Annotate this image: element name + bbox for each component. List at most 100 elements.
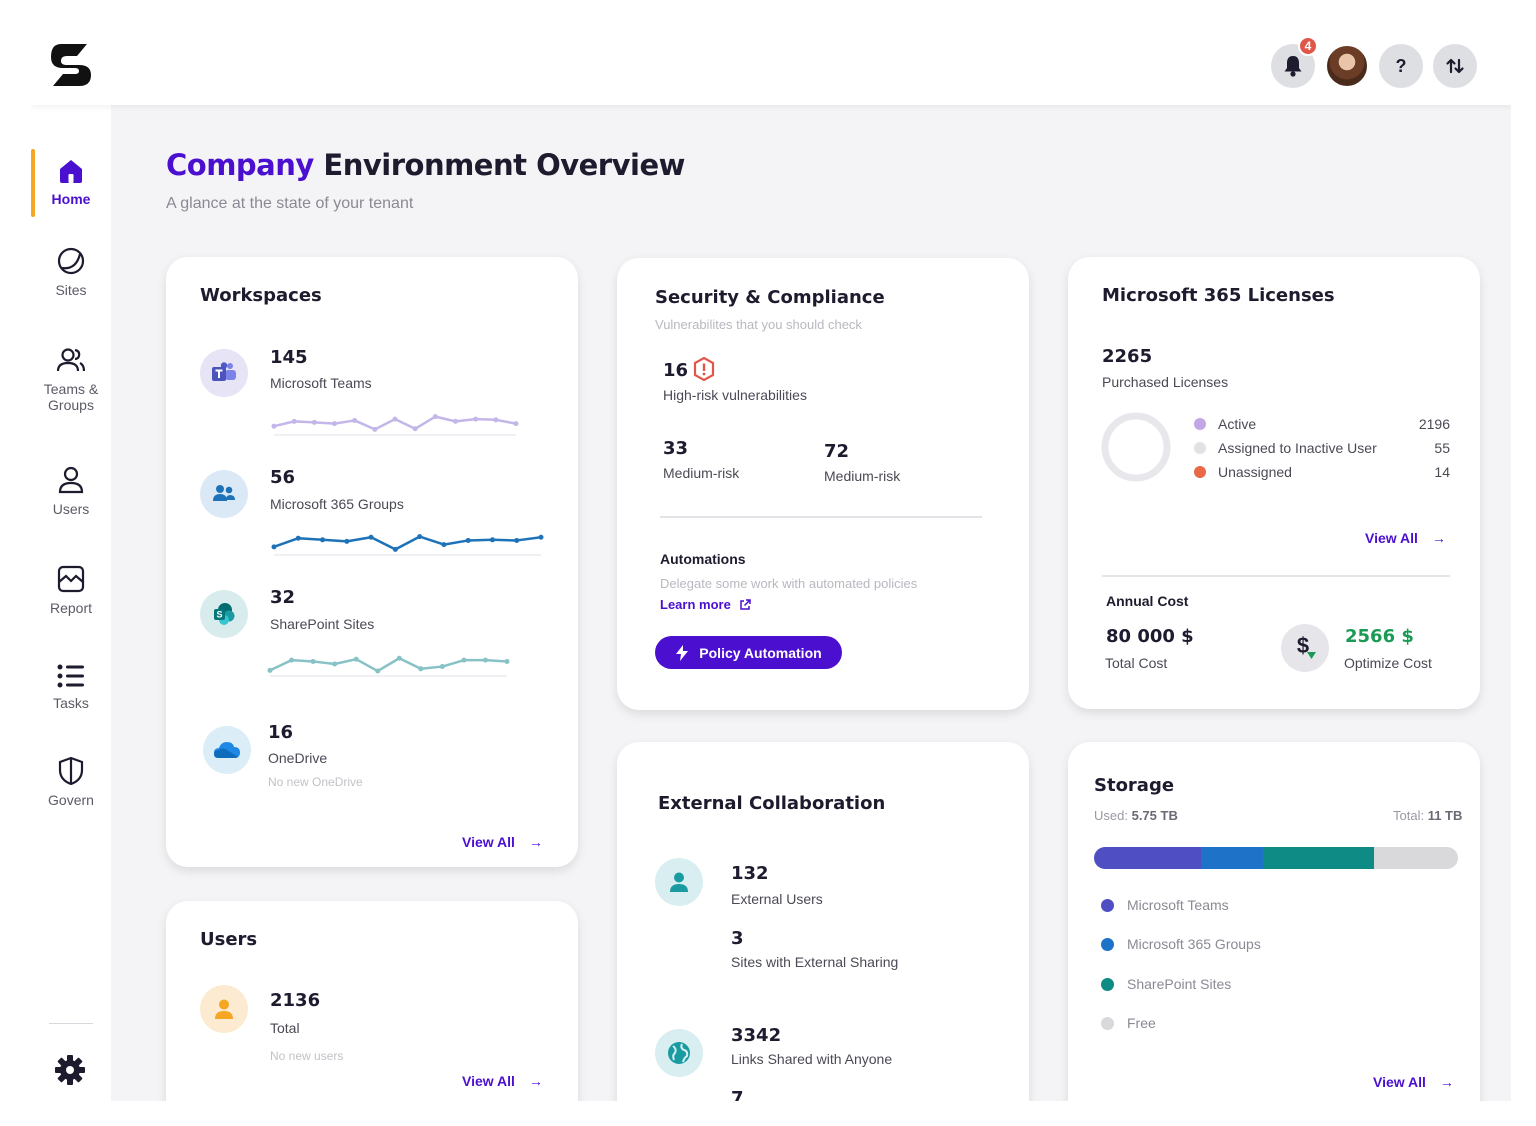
app-logo[interactable] bbox=[47, 42, 95, 90]
policy-automation-label: Policy Automation bbox=[699, 644, 822, 661]
storage-legend-free: Free bbox=[1101, 1015, 1156, 1031]
legend-label: Assigned to Inactive User bbox=[1218, 440, 1377, 456]
settings-gear-icon[interactable] bbox=[54, 1054, 86, 1086]
total-value: 11 TB bbox=[1427, 808, 1463, 823]
list-icon bbox=[57, 664, 84, 688]
globe-icon bbox=[57, 247, 85, 275]
top-actions: 4 ? bbox=[1271, 36, 1477, 88]
sparkline-point bbox=[513, 421, 519, 427]
links-icon-circle bbox=[655, 1029, 703, 1077]
legend-label: SharePoint Sites bbox=[1127, 976, 1232, 992]
users-view-all-link[interactable]: View All → bbox=[462, 1073, 543, 1089]
users-card: Users 2136 Total No new users View All → bbox=[166, 901, 578, 1101]
legend-inactive: Assigned to Inactive User 55 bbox=[1194, 440, 1450, 456]
legend-dot bbox=[1194, 466, 1206, 478]
page-title-accent: Company bbox=[166, 148, 314, 182]
sidebar-item-report[interactable]: Report bbox=[31, 564, 111, 616]
people-icon bbox=[56, 348, 86, 372]
help-button[interactable]: ? bbox=[1379, 44, 1423, 88]
learn-more-label: Learn more bbox=[660, 597, 731, 612]
sidebar-item-users[interactable]: Users bbox=[31, 465, 111, 517]
sparkline-point bbox=[504, 658, 510, 664]
view-all-label: View All bbox=[462, 1073, 515, 1089]
high-risk-count: 16 bbox=[663, 360, 689, 381]
svg-text:$: $ bbox=[1297, 634, 1309, 658]
app-window: 4 ? Home Sites Teams & Groups Users bbox=[31, 26, 1511, 1101]
user-avatar[interactable] bbox=[1325, 44, 1369, 88]
legend-label: Unassigned bbox=[1218, 464, 1292, 480]
partial-count: 7 bbox=[731, 1088, 744, 1101]
sparkline-point bbox=[320, 537, 326, 543]
arrow-right-icon: → bbox=[528, 834, 543, 850]
sidebar-item-teams-groups[interactable]: Teams & Groups bbox=[31, 345, 111, 413]
workspaces-view-all-link[interactable]: View All → bbox=[462, 834, 543, 850]
legend-unassigned: Unassigned 14 bbox=[1194, 464, 1450, 480]
switch-button[interactable] bbox=[1433, 44, 1477, 88]
total-cost-label: Total Cost bbox=[1105, 655, 1168, 671]
sparkline-point bbox=[473, 416, 479, 422]
arrow-right-icon: → bbox=[528, 1073, 543, 1089]
used-value: 5.75 TB bbox=[1131, 808, 1178, 823]
sparkline-point bbox=[332, 421, 337, 427]
arrow-right-icon: → bbox=[1439, 1074, 1454, 1090]
security-divider bbox=[660, 516, 982, 518]
sidebar-item-sites[interactable]: Sites bbox=[31, 246, 111, 298]
sidebar-item-govern[interactable]: Govern bbox=[31, 756, 111, 808]
legend-dot bbox=[1101, 898, 1114, 912]
teams-sparkline bbox=[271, 414, 519, 436]
sidebar: Home Sites Teams & Groups Users Report T… bbox=[31, 105, 111, 1101]
sparkline-point bbox=[375, 668, 381, 674]
licenses-view-all-link[interactable]: View All → bbox=[1365, 530, 1446, 546]
page-title: Company Environment Overview bbox=[166, 148, 685, 182]
sidebar-item-label: Tasks bbox=[53, 695, 89, 711]
licenses-card: Microsoft 365 Licenses 2265 Purchased Li… bbox=[1068, 257, 1480, 709]
sparkline-point bbox=[353, 656, 359, 662]
storage-view-all-link[interactable]: View All → bbox=[1373, 1074, 1454, 1090]
sparkline-point bbox=[392, 546, 398, 552]
sparkline-point bbox=[289, 657, 295, 663]
sparkline-point bbox=[310, 658, 316, 664]
storage-legend-sharepoint: SharePoint Sites bbox=[1101, 976, 1231, 992]
storage-bar-segment bbox=[1263, 847, 1375, 869]
sidebar-item-label: Report bbox=[49, 600, 93, 616]
sidebar-item-home[interactable]: Home bbox=[31, 157, 111, 207]
legend-dot bbox=[1194, 418, 1206, 430]
sharepoint-icon-circle: S bbox=[200, 590, 248, 638]
sparkline-line bbox=[269, 656, 508, 673]
automations-title: Automations bbox=[660, 551, 746, 567]
warning-hexagon-icon bbox=[693, 357, 715, 381]
sparkline-point bbox=[493, 417, 499, 423]
external-title: External Collaboration bbox=[658, 793, 886, 814]
storage-legend-groups: Microsoft 365 Groups bbox=[1101, 936, 1261, 952]
sidebar-item-tasks[interactable]: Tasks bbox=[31, 663, 111, 711]
sparkline-point bbox=[489, 537, 495, 543]
storage-usage-bar bbox=[1094, 847, 1458, 869]
sparkline-line bbox=[273, 535, 542, 551]
legend-label: Free bbox=[1127, 1015, 1156, 1031]
bell-icon bbox=[1284, 56, 1302, 77]
shield-icon bbox=[58, 756, 84, 786]
report-icon bbox=[57, 565, 85, 593]
sparkline-point bbox=[392, 416, 398, 422]
view-all-label: View All bbox=[1373, 1074, 1426, 1090]
policy-automation-button[interactable]: Policy Automation bbox=[655, 636, 842, 669]
security-title: Security & Compliance bbox=[655, 287, 885, 308]
medium-risk-count-2: 72 bbox=[824, 441, 850, 462]
notification-count-badge: 4 bbox=[1298, 36, 1318, 56]
optimize-cost-value: 2566 $ bbox=[1345, 626, 1414, 647]
security-subtitle: Vulnerabilites that you should check bbox=[655, 317, 862, 332]
sidebar-item-label: Groups bbox=[48, 397, 94, 413]
legend-value: 2196 bbox=[1418, 416, 1450, 432]
legend-label: Microsoft Teams bbox=[1127, 897, 1229, 913]
sidebar-item-label: Govern bbox=[48, 792, 94, 808]
learn-more-link[interactable]: Learn more bbox=[660, 597, 751, 612]
sharepoint-icon: S bbox=[214, 603, 235, 625]
sparkline-point bbox=[439, 664, 445, 670]
sharepoint-count: 32 bbox=[270, 587, 296, 608]
sparkline-point bbox=[295, 535, 301, 541]
legend-dot bbox=[1101, 1016, 1114, 1030]
storage-title: Storage bbox=[1094, 775, 1175, 796]
notifications-button[interactable]: 4 bbox=[1271, 36, 1318, 88]
optimize-cost-icon-circle: $ bbox=[1281, 624, 1329, 672]
onedrive-count: 16 bbox=[268, 722, 294, 743]
